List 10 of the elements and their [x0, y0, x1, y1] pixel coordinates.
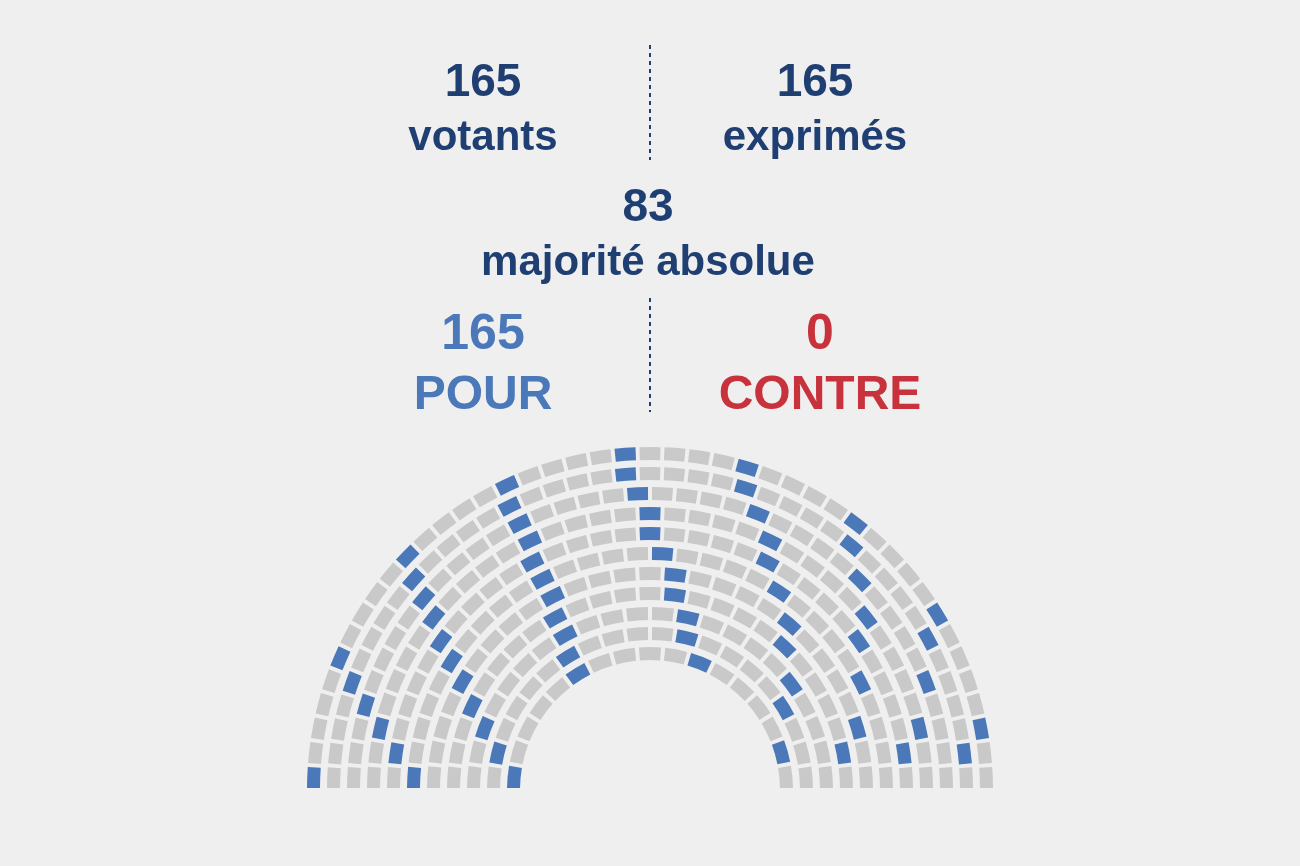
data-label: 0 — [806, 304, 834, 360]
data-label: 165 — [441, 304, 525, 360]
data-label: 165 — [444, 54, 522, 106]
data-label: 165 — [776, 54, 854, 106]
category-label: exprimés — [722, 111, 908, 159]
category-label: majorité absolue — [481, 236, 815, 284]
category-label: votants — [408, 111, 558, 159]
category-label: CONTRE — [718, 365, 922, 419]
category-label: POUR — [413, 365, 553, 419]
data-label: 83 — [622, 179, 674, 231]
